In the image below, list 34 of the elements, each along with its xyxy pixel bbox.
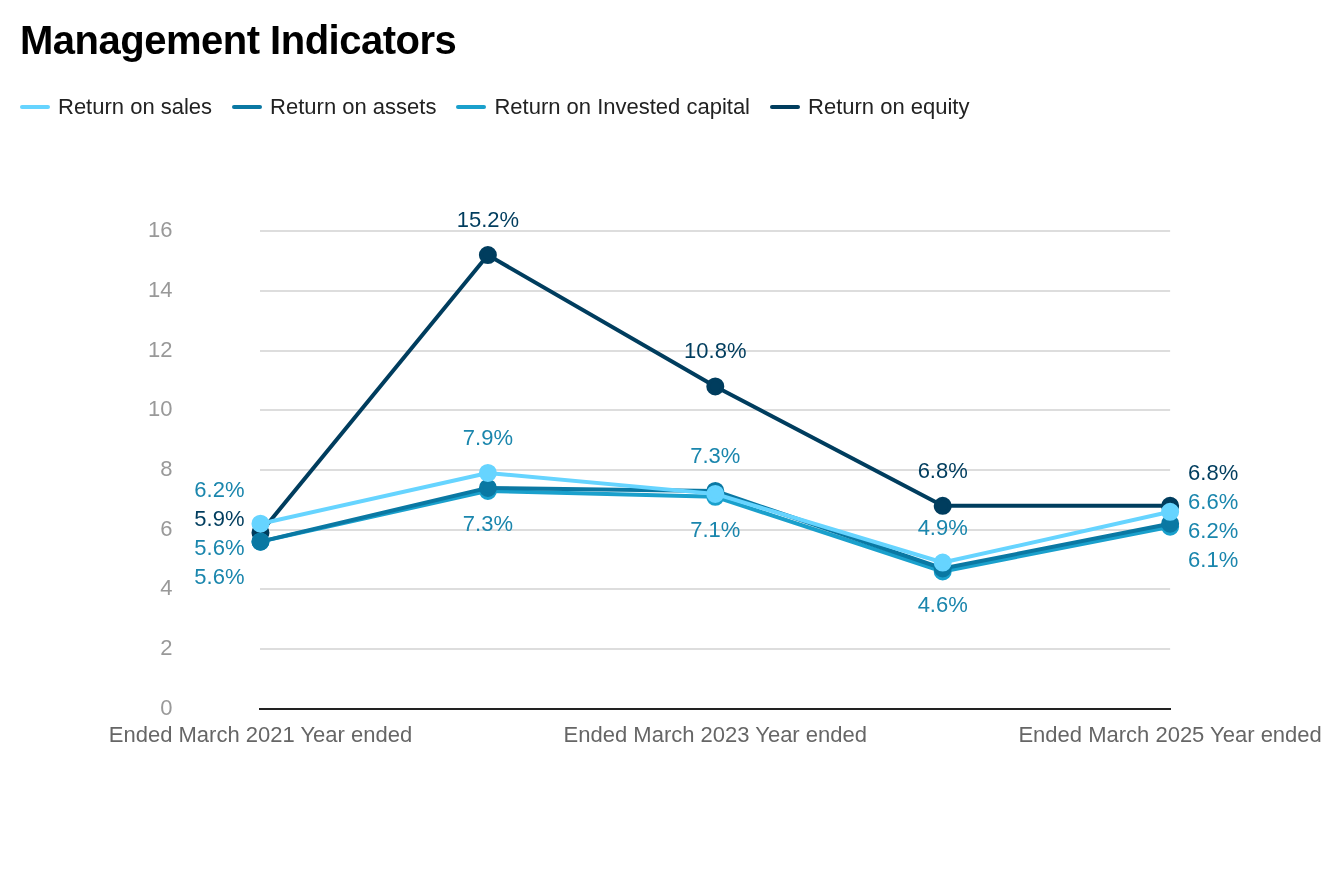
data-label: 10.8% — [684, 338, 747, 364]
data-label: 5.9% — [194, 506, 245, 532]
x-tick-label: Ended March 2023 Year ended — [563, 722, 867, 748]
y-tick-label: 2 — [160, 635, 173, 661]
data-label: 7.1% — [690, 516, 741, 542]
data-label: 6.8% — [1188, 459, 1239, 485]
data-label: 6.1% — [1188, 546, 1239, 572]
data-label: 7.3% — [462, 510, 513, 536]
x-tick-label: Ended March 2021 Year ended — [108, 722, 413, 748]
data-label: 7.9% — [462, 425, 513, 451]
y-tick-label: 12 — [147, 336, 173, 362]
data-label: 6.2% — [194, 477, 245, 503]
data-label: 6.8% — [917, 457, 968, 483]
chart-title: Management Indicators — [20, 18, 457, 63]
legend-label: Return on assets — [270, 94, 437, 120]
legend-label: Return on Invested capital — [494, 94, 751, 120]
data-label: 4.9% — [917, 514, 968, 540]
y-tick-label: 14 — [147, 276, 173, 302]
data-label: 5.6% — [194, 535, 245, 561]
y-tick-label: 8 — [160, 456, 173, 482]
data-label: 6.2% — [1188, 517, 1239, 543]
legend-label: Return on sales — [58, 94, 213, 120]
data-label: 6.6% — [1188, 488, 1239, 514]
y-tick-label: 10 — [147, 396, 173, 422]
y-tick-label: 6 — [160, 515, 173, 541]
data-label: 15.2% — [456, 207, 520, 233]
y-tick-label: 4 — [160, 575, 173, 601]
y-tick-label: 16 — [147, 217, 173, 243]
legend-label: Return on equity — [808, 94, 970, 120]
data-label: 4.6% — [917, 591, 968, 617]
data-label: 5.6% — [194, 564, 245, 590]
x-tick-label: Ended March 2025 Year ended — [1018, 722, 1322, 748]
y-tick-label: 0 — [160, 694, 173, 720]
data-label: 7.3% — [690, 442, 741, 468]
